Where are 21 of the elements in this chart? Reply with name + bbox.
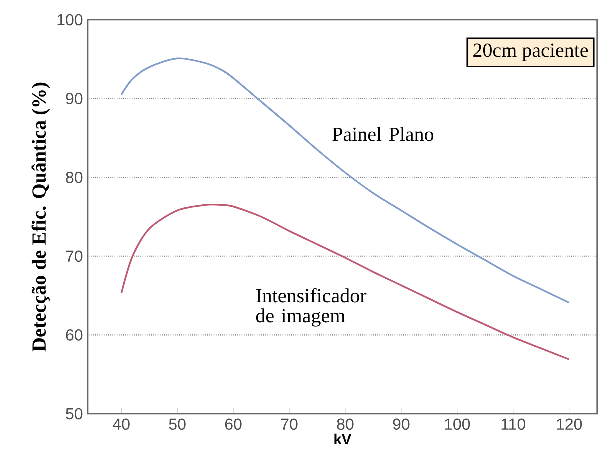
x-tick-label: 40 bbox=[113, 418, 130, 430]
x-tick-label: 50 bbox=[169, 418, 186, 430]
x-tick-label: 90 bbox=[393, 418, 410, 430]
x-tick-label: 110 bbox=[502, 418, 526, 430]
x-tick-label: 60 bbox=[225, 418, 242, 430]
y-tick-label: 60 bbox=[66, 330, 83, 341]
series-label: Painel Plano bbox=[332, 127, 434, 142]
x-tick-label: 120 bbox=[557, 418, 582, 430]
x-tick-label: 100 bbox=[445, 418, 470, 430]
x-tick-label: 70 bbox=[281, 418, 298, 430]
y-axis-title: Detecção de Efic. Quântica (%) bbox=[32, 82, 50, 352]
annotation: 20cm paciente bbox=[474, 44, 588, 62]
y-tick-label: 100 bbox=[58, 14, 83, 26]
y-tick-label: 70 bbox=[66, 250, 83, 262]
y-tick-label: 80 bbox=[66, 172, 83, 184]
line-series bbox=[120, 204, 570, 360]
y-tick-label: 50 bbox=[66, 408, 83, 420]
series-label: Intensificador de imagem bbox=[256, 288, 367, 327]
x-tick-label: 80 bbox=[337, 418, 354, 430]
y-tick-label: 90 bbox=[66, 93, 83, 104]
x-axis-title: kV bbox=[334, 434, 352, 444]
